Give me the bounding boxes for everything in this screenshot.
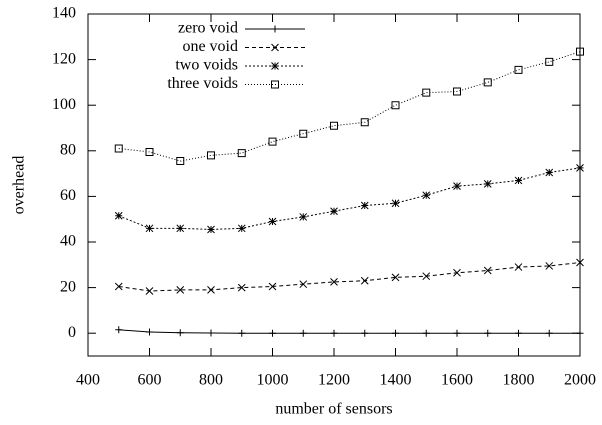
y-tick-label: 100 bbox=[52, 96, 76, 113]
data-point bbox=[576, 47, 584, 56]
data-point bbox=[145, 287, 154, 295]
series-line bbox=[118, 262, 581, 292]
data-point bbox=[114, 211, 123, 220]
data-point bbox=[545, 262, 554, 270]
x-tick-label: 600 bbox=[138, 372, 162, 389]
data-point bbox=[207, 151, 215, 160]
data-point bbox=[269, 329, 276, 337]
legend-marker bbox=[271, 25, 279, 33]
x-tick-label: 2000 bbox=[564, 372, 596, 389]
data-point bbox=[238, 329, 246, 337]
data-point bbox=[114, 282, 123, 291]
y-tick-label: 120 bbox=[52, 50, 76, 67]
data-point bbox=[176, 157, 185, 166]
data-point bbox=[453, 182, 461, 190]
data-point bbox=[360, 276, 369, 285]
y-tick-label: 40 bbox=[60, 233, 76, 250]
y-axis-label: overhead bbox=[11, 156, 28, 215]
data-point bbox=[422, 329, 430, 337]
data-point bbox=[422, 88, 431, 97]
legend-marker bbox=[271, 62, 279, 70]
data-point bbox=[545, 57, 554, 66]
data-point bbox=[484, 329, 492, 337]
legend-marker bbox=[271, 80, 279, 89]
plot-frame bbox=[87, 13, 581, 357]
data-point bbox=[422, 272, 431, 281]
data-point bbox=[453, 329, 461, 337]
series-line bbox=[118, 167, 581, 230]
data-point bbox=[299, 329, 307, 337]
data-point bbox=[268, 137, 277, 146]
x-axis-label: number of sensors bbox=[275, 401, 392, 418]
data-point bbox=[422, 191, 431, 200]
data-point bbox=[299, 129, 308, 138]
data-point bbox=[392, 329, 399, 337]
data-point bbox=[145, 224, 154, 233]
series-line bbox=[118, 51, 581, 162]
data-point bbox=[207, 329, 215, 337]
data-point bbox=[330, 278, 338, 286]
data-point bbox=[391, 273, 400, 282]
data-point bbox=[176, 329, 184, 337]
data-point bbox=[330, 121, 338, 130]
data-point bbox=[299, 213, 308, 221]
data-point bbox=[361, 329, 369, 337]
x-tick-label: 1600 bbox=[441, 372, 473, 389]
data-point bbox=[483, 266, 492, 275]
data-point bbox=[237, 149, 246, 158]
data-point bbox=[453, 268, 461, 277]
y-tick-label: 60 bbox=[60, 187, 76, 204]
data-point bbox=[545, 168, 554, 177]
data-point bbox=[576, 329, 584, 337]
data-point bbox=[146, 328, 153, 336]
data-point bbox=[391, 101, 400, 110]
data-point bbox=[330, 207, 338, 216]
data-point bbox=[483, 180, 492, 188]
data-point bbox=[330, 329, 338, 337]
data-point bbox=[360, 201, 369, 210]
data-point bbox=[268, 217, 277, 226]
x-tick-label: 1000 bbox=[257, 372, 289, 389]
data-point bbox=[207, 286, 215, 294]
data-point bbox=[514, 65, 523, 74]
data-point bbox=[576, 258, 584, 267]
y-tick-label: 0 bbox=[68, 324, 76, 341]
data-point bbox=[268, 282, 277, 291]
legend-label: zero void bbox=[178, 20, 238, 37]
data-point bbox=[514, 263, 523, 271]
y-tick-label: 140 bbox=[52, 5, 76, 22]
data-point bbox=[483, 78, 492, 87]
y-tick-label: 80 bbox=[60, 141, 76, 158]
x-tick-label: 1800 bbox=[503, 372, 535, 389]
y-tick-label: 20 bbox=[60, 278, 76, 295]
legend-marker bbox=[271, 43, 279, 52]
data-point bbox=[176, 224, 185, 233]
series-line bbox=[118, 329, 580, 334]
x-tick-label: 400 bbox=[76, 372, 100, 389]
data-point bbox=[299, 280, 308, 289]
data-point bbox=[453, 87, 461, 96]
legend-label: two voids bbox=[175, 57, 238, 74]
x-tick-label: 1200 bbox=[318, 372, 350, 389]
data-point bbox=[145, 147, 154, 156]
legend-label: one void bbox=[182, 38, 238, 55]
data-point bbox=[360, 118, 369, 127]
data-point bbox=[391, 199, 400, 208]
x-tick-label: 1400 bbox=[380, 372, 412, 389]
data-point bbox=[545, 329, 553, 337]
x-tick-label: 800 bbox=[199, 372, 223, 389]
data-point bbox=[515, 329, 522, 337]
data-point bbox=[237, 224, 246, 233]
data-point bbox=[576, 164, 584, 172]
data-point bbox=[514, 176, 523, 185]
data-point bbox=[237, 283, 246, 292]
data-point bbox=[115, 326, 123, 334]
data-point bbox=[114, 144, 123, 153]
data-point bbox=[207, 225, 215, 234]
legend-label: three voids bbox=[167, 75, 238, 92]
data-point bbox=[176, 286, 185, 294]
